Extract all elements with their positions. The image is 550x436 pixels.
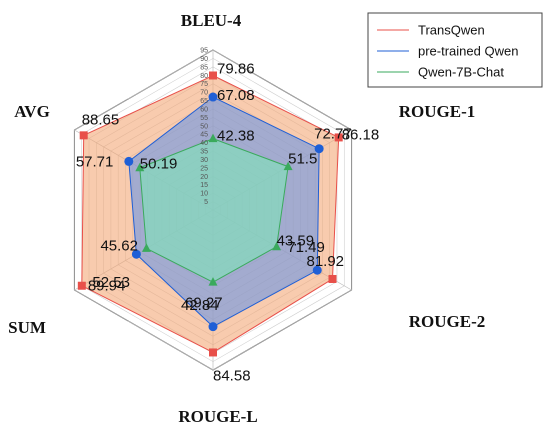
data-label: 45.62 <box>100 237 138 254</box>
tick-label: 60 <box>200 106 208 113</box>
axis-label: ROUGE-1 <box>399 102 476 121</box>
tick-label: 30 <box>200 157 208 164</box>
data-label: 72.77 <box>314 126 352 143</box>
data-label: 89.94 <box>88 278 126 295</box>
tick-label: 55 <box>200 115 208 122</box>
tick-label: 50 <box>200 123 208 130</box>
legend-box <box>367 12 543 88</box>
axis-label: BLEU-4 <box>181 11 242 30</box>
data-point-2 <box>208 133 218 143</box>
data-point-1 <box>208 92 218 102</box>
data-label: 88.65 <box>82 111 120 128</box>
tick-label: 40 <box>200 140 208 147</box>
data-label: 86.18 <box>342 126 380 143</box>
tick-label: 80 <box>200 73 208 80</box>
data-point-2 <box>283 161 293 171</box>
legend-label: pre-trained Qwen <box>418 44 518 59</box>
data-point-1 <box>124 156 134 166</box>
data-label: 51.5 <box>288 151 317 168</box>
tick-label: 45 <box>200 132 208 139</box>
data-label: 81.92 <box>306 253 344 270</box>
data-label: 71.49 <box>287 239 325 256</box>
data-point-0 <box>77 281 86 290</box>
data-point-0 <box>209 71 217 80</box>
tick-label: 10 <box>200 191 208 198</box>
tick-label: 90 <box>200 56 208 63</box>
data-point-0 <box>79 131 88 140</box>
axis-label: ROUGE-2 <box>409 312 486 331</box>
axis-label: AVG <box>14 102 50 121</box>
tick-label: 15 <box>200 182 208 189</box>
data-point-1 <box>314 144 324 154</box>
tick-label: 70 <box>200 90 208 97</box>
axis-label: ROUGE-L <box>178 407 257 426</box>
series-layer <box>77 26 398 357</box>
data-point-1 <box>312 265 322 275</box>
data-label: 79.86 <box>217 60 255 77</box>
tick-label: 5 <box>204 199 208 206</box>
data-point-0 <box>209 348 217 357</box>
data-label: 57.71 <box>76 153 114 170</box>
tick-label: 20 <box>200 174 208 181</box>
data-point-2 <box>208 277 218 286</box>
data-point-0 <box>334 133 343 142</box>
data-point-2 <box>272 241 282 251</box>
data-label: 43.59 <box>277 233 315 250</box>
tick-label: 65 <box>200 98 208 105</box>
tick-label: 95 <box>200 48 208 55</box>
data-label: 52.53 <box>92 274 130 291</box>
tick-label: 75 <box>200 81 208 88</box>
data-point-1 <box>131 249 141 259</box>
tick-label: 35 <box>200 149 208 156</box>
data-label: 42.84 <box>181 297 219 314</box>
legend-label: TransQwen <box>418 23 485 38</box>
data-point-2 <box>141 243 151 252</box>
data-label: 50.19 <box>140 156 178 173</box>
legend: TransQwen pre-trained Qwen Qwen-7B-Chat <box>367 12 543 88</box>
data-label: 42.38 <box>217 128 255 145</box>
tick-label: 25 <box>200 165 208 172</box>
data-point-2 <box>135 162 145 172</box>
data-label: 69.27 <box>185 295 223 312</box>
data-label: 84.58 <box>213 367 251 384</box>
data-point-0 <box>328 274 337 283</box>
tick-label: 85 <box>200 64 208 71</box>
legend-label: Qwen-7B-Chat <box>418 65 504 80</box>
data-label: 67.08 <box>217 87 255 104</box>
axis-label: SUM <box>8 318 46 337</box>
data-point-1 <box>208 322 218 332</box>
